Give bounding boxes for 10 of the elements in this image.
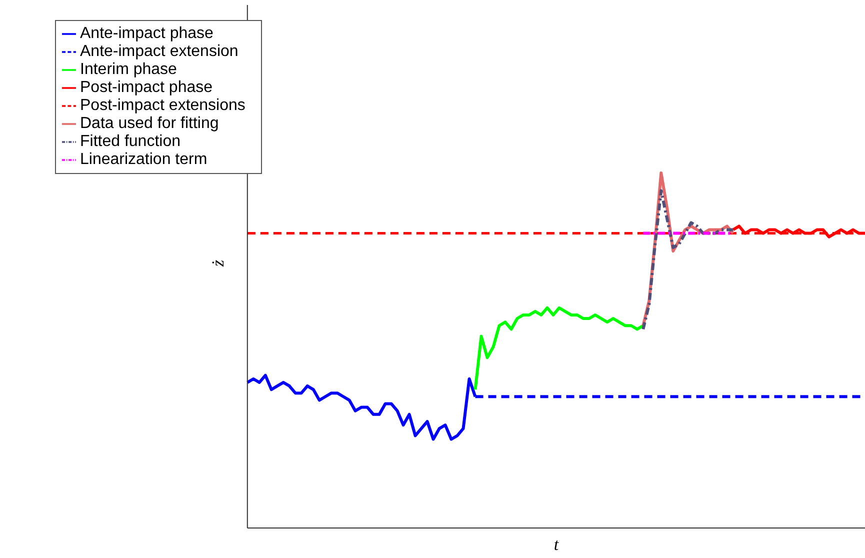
legend-label: Ante-impact phase [80, 25, 214, 42]
y-axis-title: ż [208, 260, 228, 268]
legend-label: Post-impact phase [80, 79, 213, 96]
legend-label: Linearization term [80, 151, 208, 168]
legend-label: Post-impact extensions [80, 97, 246, 114]
legend-label: Ante-impact extension [80, 43, 238, 60]
legend-label: Data used for fitting [80, 115, 219, 132]
x-axis-title: t [554, 535, 560, 554]
legend-label: Interim phase [80, 61, 177, 78]
legend-label: Fitted function [80, 133, 180, 150]
